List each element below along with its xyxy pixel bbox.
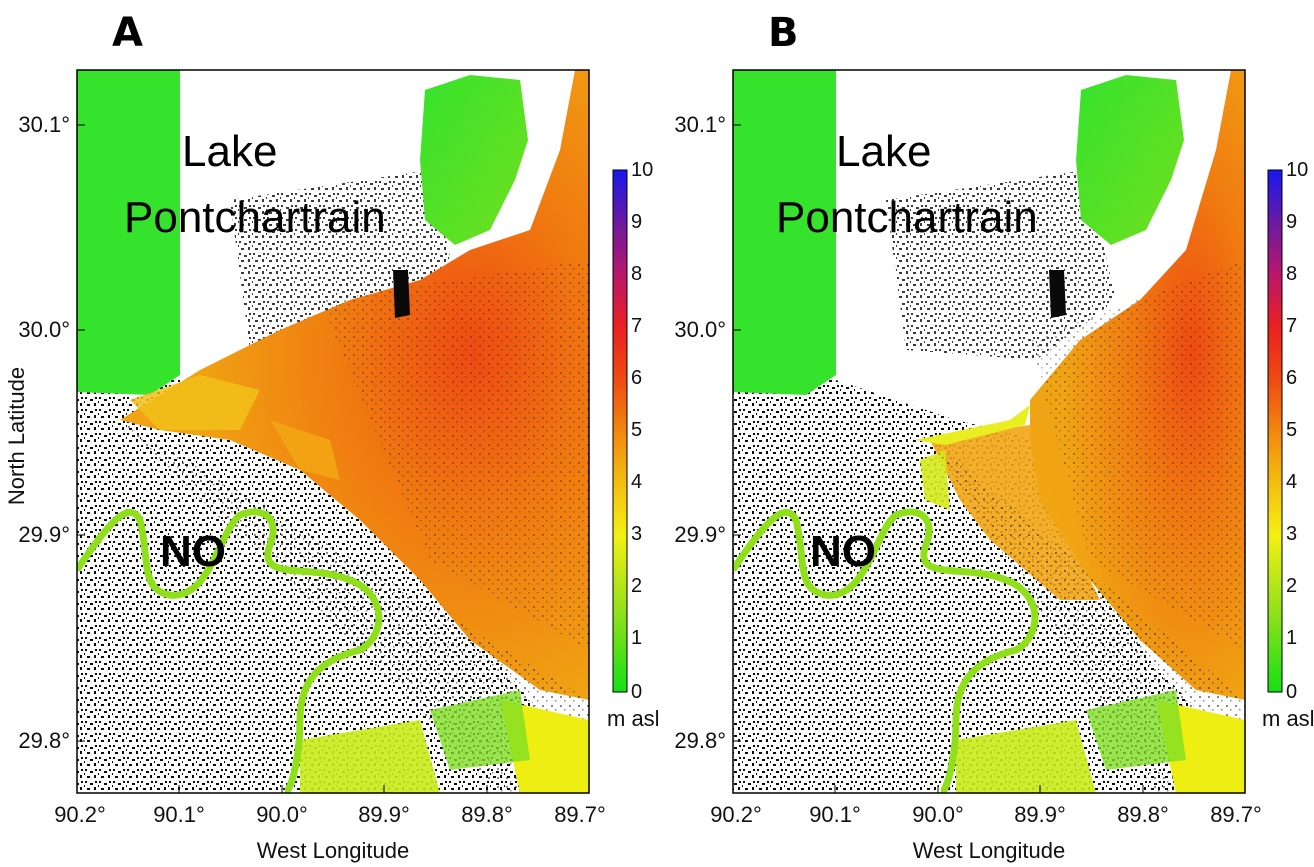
y-tick-label: 30.1°: [674, 112, 726, 137]
map-area: [77, 70, 589, 793]
y-tick-label: 30.0°: [674, 317, 726, 342]
x-tick-label: 89.9°: [1014, 802, 1066, 827]
y-tick-label: 29.8°: [18, 728, 70, 753]
place-pontchartrain: Pontchartrain: [776, 193, 1038, 242]
y-axis-label: North Latitude: [4, 367, 29, 505]
colorbar-unit: m asl: [607, 706, 660, 731]
colorbar-tick: 9: [1286, 211, 1297, 233]
colorbar-unit: m asl: [1262, 706, 1314, 731]
place-lake: Lake: [182, 127, 277, 176]
y-tick-label: 30.1°: [18, 112, 70, 137]
panel-label: B: [768, 10, 799, 56]
lake-green-east: [1076, 75, 1184, 245]
colorbar-ticks: 10 9 8 7 6 5 4 3 2 1 0: [631, 159, 653, 703]
x-tick-label: 90.2°: [54, 802, 106, 827]
lake-green-west: [77, 70, 180, 395]
place-pontchartrain: Pontchartrain: [124, 193, 386, 242]
x-tick-label: 90.1°: [809, 802, 861, 827]
plot-frame: [732, 69, 1246, 794]
colorbar-tick: 6: [631, 367, 642, 389]
colorbar-tick: 3: [1286, 523, 1297, 545]
x-tick-label: 89.8°: [1117, 802, 1169, 827]
place-lake: Lake: [836, 127, 931, 176]
colorbar-tick: 1: [1286, 627, 1297, 649]
colorbar: 10 9 8 7 6 5 4 3 2 1 0 m asl: [1262, 159, 1314, 731]
x-tick-label: 90.1°: [153, 802, 205, 827]
colorbar-tick: 3: [631, 523, 642, 545]
colorbar-tick: 5: [631, 419, 642, 441]
panel-label: A: [112, 10, 143, 56]
x-axis: 90.2° 90.1° 90.0° 89.9° 89.8° 89.7°: [710, 785, 1262, 827]
y-tick-label: 29.9°: [674, 522, 726, 547]
colorbar-tick: 5: [1286, 419, 1297, 441]
colorbar-tick: 2: [1286, 575, 1297, 597]
y-axis: 30.1° 30.0° 29.9° 29.8°: [674, 112, 741, 753]
plot-frame: [76, 69, 590, 794]
colorbar-tick: 4: [1286, 471, 1297, 493]
mississippi-river: [733, 508, 1039, 793]
mississippi-river: [77, 508, 383, 793]
colorbar-tick: 10: [1286, 159, 1308, 181]
colorbar-tick: 0: [631, 681, 642, 703]
x-tick-label: 90.0°: [256, 802, 308, 827]
colorbar-ticks: 10 9 8 7 6 5 4 3 2 1 0: [1286, 159, 1308, 703]
panel-b: B Lake Pontchartrain NO: [674, 10, 1314, 863]
x-tick-label: 90.2°: [710, 802, 762, 827]
colorbar-tick: 6: [1286, 367, 1297, 389]
place-new-orleans: NO: [160, 527, 226, 576]
y-tick-label: 30.0°: [18, 317, 70, 342]
x-tick-label: 89.7°: [554, 802, 606, 827]
x-axis-label: West Longitude: [913, 838, 1065, 863]
colorbar-tick: 0: [1286, 681, 1297, 703]
colorbar: 10 9 8 7 6 5 4 3 2 1 0 m asl: [607, 159, 660, 731]
colorbar-tick: 7: [631, 315, 642, 337]
lake-green-east: [420, 75, 528, 245]
x-axis: 90.2° 90.1° 90.0° 89.9° 89.8° 89.7°: [54, 785, 606, 827]
x-tick-label: 89.7°: [1210, 802, 1262, 827]
x-axis-label: West Longitude: [257, 838, 409, 863]
colorbar-tick: 2: [631, 575, 642, 597]
panel-a: A Lake Pontchart: [4, 10, 660, 863]
x-tick-label: 90.0°: [912, 802, 964, 827]
map-area: [733, 70, 1245, 793]
lake-green-west: [733, 70, 836, 395]
y-axis: 30.1° 30.0° 29.9° 29.8°: [18, 112, 85, 753]
colorbar-tick: 4: [631, 471, 642, 493]
colorbar-tick: 8: [1286, 263, 1297, 285]
y-tick-label: 29.9°: [18, 522, 70, 547]
colorbar-tick: 7: [1286, 315, 1297, 337]
colorbar-tick: 9: [631, 211, 642, 233]
x-tick-label: 89.8°: [461, 802, 513, 827]
x-tick-label: 89.9°: [358, 802, 410, 827]
colorbar-tick: 1: [631, 627, 642, 649]
colorbar-tick: 10: [631, 159, 653, 181]
y-tick-label: 29.8°: [674, 728, 726, 753]
place-new-orleans: NO: [810, 527, 876, 576]
colorbar-tick: 8: [631, 263, 642, 285]
